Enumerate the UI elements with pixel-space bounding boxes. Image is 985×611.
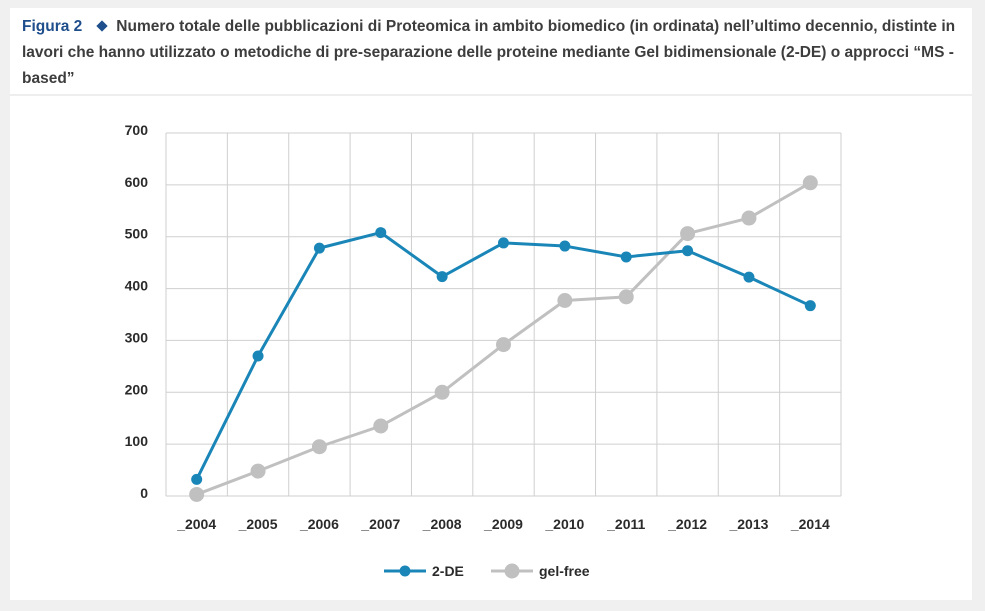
- data-point: [311, 439, 327, 455]
- y-tick-label: 700: [125, 122, 149, 138]
- figure-caption: Figura 2 Numero totale delle pubblicazion…: [22, 14, 962, 92]
- data-point: [498, 237, 509, 249]
- y-tick-label: 100: [125, 433, 149, 449]
- y-tick-label: 200: [125, 381, 149, 397]
- data-point: [682, 245, 694, 257]
- data-point: [373, 418, 389, 434]
- data-point: [618, 289, 634, 305]
- data-point: [620, 251, 632, 263]
- data-point: [252, 350, 264, 362]
- y-tick-label: 400: [125, 278, 149, 294]
- x-tick-label: _2004: [176, 516, 216, 532]
- legend-item: gel-free: [491, 563, 590, 579]
- x-tick-label: _2005: [238, 516, 278, 532]
- x-tick-label: _2014: [790, 516, 830, 532]
- data-point: [557, 292, 573, 308]
- data-point: [559, 240, 571, 252]
- x-axis: _2004 _2005 _2006 _2007 _2008 _2009 _2010 _2011…: [176, 516, 830, 532]
- y-tick-label: 600: [125, 174, 149, 190]
- legend-label: gel-free: [539, 563, 590, 579]
- data-point: [741, 210, 757, 226]
- legend-marker: [504, 563, 520, 579]
- y-tick-label: 300: [125, 329, 149, 345]
- data-point: [680, 226, 696, 242]
- data-point: [802, 175, 818, 191]
- data-point: [189, 486, 205, 502]
- x-tick-label: _2007: [360, 516, 400, 532]
- series-gel-free: [189, 175, 818, 502]
- data-point: [496, 337, 511, 353]
- caption-text: Numero totale delle pubblicazioni di Pro…: [22, 18, 956, 87]
- series-2-DE: [191, 227, 816, 485]
- data-point: [743, 271, 755, 283]
- data-point: [250, 463, 266, 479]
- y-tick-label: 500: [125, 226, 149, 242]
- x-tick-label: _2009: [483, 516, 523, 532]
- data-point: [434, 384, 450, 400]
- x-tick-label: _2012: [667, 516, 707, 532]
- figure-label: Figura 2: [22, 18, 83, 35]
- x-tick-label: _2011: [606, 516, 645, 532]
- legend-item: 2-DE: [384, 563, 464, 579]
- data-point: [436, 271, 448, 283]
- legend-label: 2-DE: [432, 563, 464, 579]
- x-tick-label: _2008: [422, 516, 462, 532]
- caption-divider: [10, 94, 972, 96]
- chart-grid: [165, 132, 842, 497]
- data-point: [191, 473, 203, 485]
- y-tick-label: 0: [140, 485, 148, 501]
- chart-series: [189, 175, 818, 502]
- data-point: [804, 300, 816, 312]
- data-point: [375, 227, 387, 239]
- x-tick-label: _2013: [728, 516, 768, 532]
- chart-legend: 2-DE gel-free: [384, 563, 590, 579]
- data-point: [313, 242, 325, 254]
- y-axis: 0 100 200 300 400 500 600 700: [125, 122, 149, 501]
- x-tick-label: _2006: [299, 516, 339, 532]
- x-tick-label: _2010: [544, 516, 584, 532]
- legend-marker: [399, 565, 411, 577]
